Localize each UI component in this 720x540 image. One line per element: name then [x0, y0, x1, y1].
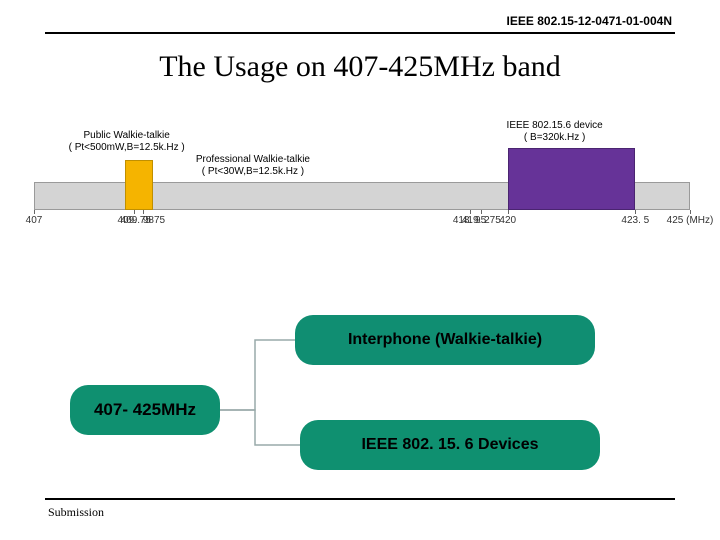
- doc-id: IEEE 802.15-12-0471-01-004N: [507, 14, 672, 28]
- tick-mark: [143, 210, 144, 214]
- page-title: The Usage on 407-425MHz band: [0, 50, 720, 84]
- tick-mark: [481, 210, 482, 214]
- prof-walkie-label: Professional Walkie-talkie ( Pt<30W,B=12…: [196, 154, 310, 178]
- header-rule: [45, 32, 675, 34]
- tick-mark: [635, 210, 636, 214]
- footer-rule: [45, 498, 675, 500]
- prof-walkie-line1: Professional Walkie-talkie: [196, 154, 310, 165]
- tick-mark: [508, 210, 509, 214]
- tree-child-interphone: Interphone (Walkie-talkie): [295, 315, 595, 365]
- prof-walkie-line2: ( Pt<30W,B=12.5k.Hz ): [202, 166, 304, 177]
- footer-text: Submission: [48, 505, 104, 520]
- ieee-device-line2: ( B=320k.Hz ): [524, 132, 585, 143]
- public-walkie-line1: Public Walkie-talkie: [84, 130, 170, 141]
- public-walkie-label: Public Walkie-talkie ( Pt<500mW,B=12.5k.…: [69, 130, 185, 154]
- tick-label: 409. 9875: [121, 215, 166, 226]
- tick-mark: [690, 210, 691, 214]
- tick-label: 423. 5: [621, 215, 649, 226]
- tick-mark: [134, 210, 135, 214]
- tick-label: 420: [499, 215, 516, 226]
- public-walkie-block: [125, 160, 153, 210]
- ieee-device-line1: IEEE 802.15.6 device: [507, 120, 603, 131]
- tick-mark: [470, 210, 471, 214]
- ieee-device-label: IEEE 802.15.6 device ( B=320k.Hz ): [507, 120, 603, 144]
- tick-mark: [34, 210, 35, 214]
- tick-label: 419. 275: [462, 215, 501, 226]
- public-walkie-line2: ( Pt<500mW,B=12.5k.Hz ): [69, 142, 185, 153]
- tree-root: 407- 425MHz: [70, 385, 220, 435]
- ieee-device-block: [508, 148, 636, 210]
- tick-label: 425 (MHz): [667, 215, 714, 226]
- tree-child-ieee: IEEE 802. 15. 6 Devices: [300, 420, 600, 470]
- tick-label: 407: [26, 215, 43, 226]
- category-tree: 407- 425MHz Interphone (Walkie-talkie) I…: [60, 305, 640, 475]
- frequency-chart: Public Walkie-talkie ( Pt<500mW,B=12.5k.…: [34, 130, 690, 260]
